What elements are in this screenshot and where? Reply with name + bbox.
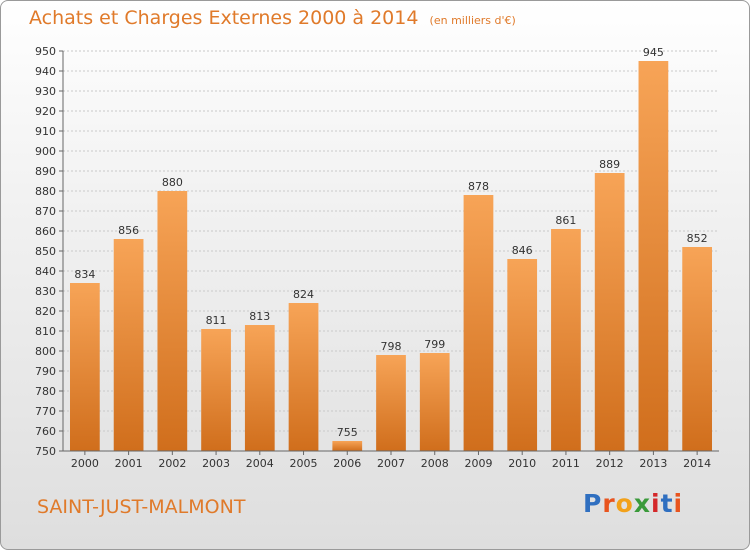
y-tick-label: 840 <box>35 265 56 278</box>
bar-value-label: 813 <box>249 310 270 323</box>
y-tick-label: 880 <box>35 185 56 198</box>
x-tick-label: 2003 <box>202 457 230 470</box>
bar-value-label: 799 <box>424 338 445 351</box>
y-tick-label: 780 <box>35 385 56 398</box>
bar-value-label: 878 <box>468 180 489 193</box>
bars: 834 856 880 811 813 824 755 798 799 878 846 861 889 9… <box>69 46 713 451</box>
chart-title: Achats et Charges Externes 2000 à 2014 (… <box>29 7 516 29</box>
bar-value-label: 861 <box>555 214 576 227</box>
x-tick-label: 2012 <box>596 457 624 470</box>
y-tick-label: 950 <box>35 45 56 58</box>
x-tick-label: 2001 <box>115 457 143 470</box>
x-tick-label: 2009 <box>464 457 492 470</box>
proxiti-logo: Proxiti <box>583 489 683 518</box>
y-tick-label: 870 <box>35 205 56 218</box>
bar <box>419 353 450 451</box>
logo-letter: o <box>615 489 634 518</box>
logo-letter: t <box>660 489 674 518</box>
y-axis: 750 760 770 780 790 800 810 820 830 840 850 860 870 8… <box>35 45 64 458</box>
bar <box>594 173 625 451</box>
logo-letter: i <box>673 489 684 518</box>
x-tick-label: 2005 <box>290 457 318 470</box>
logo-letter: i <box>651 489 661 518</box>
y-tick-label: 820 <box>35 305 56 318</box>
y-tick-label: 830 <box>35 285 56 298</box>
y-tick-label: 810 <box>35 325 56 338</box>
bar <box>638 61 669 451</box>
x-tick-label: 2014 <box>683 457 711 470</box>
bar <box>507 259 538 451</box>
y-tick-label: 750 <box>35 445 56 458</box>
y-tick-label: 800 <box>35 345 56 358</box>
bar-value-label: 846 <box>512 244 533 257</box>
bar-value-label: 880 <box>162 176 183 189</box>
logo-letter: x <box>633 489 651 518</box>
x-tick-label: 2000 <box>71 457 99 470</box>
y-tick-label: 790 <box>35 365 56 378</box>
bar <box>288 303 319 451</box>
x-tick-label: 2002 <box>158 457 186 470</box>
y-tick-label: 770 <box>35 405 56 418</box>
logo-letter: r <box>602 489 616 518</box>
bar-value-label: 824 <box>293 288 314 301</box>
title-unit: (en milliers d'€) <box>429 14 516 27</box>
y-tick-label: 900 <box>35 145 56 158</box>
bar-value-label: 945 <box>643 46 664 59</box>
bar <box>332 441 363 451</box>
bar-value-label: 834 <box>74 268 95 281</box>
bar <box>244 325 275 451</box>
y-tick-label: 890 <box>35 165 56 178</box>
x-tick-label: 2013 <box>639 457 667 470</box>
y-tick-label: 930 <box>35 85 56 98</box>
logo-letter: P <box>583 489 603 518</box>
y-tick-label: 860 <box>35 225 56 238</box>
y-tick-label: 940 <box>35 65 56 78</box>
bar-value-label: 852 <box>687 232 708 245</box>
x-tick-label: 2006 <box>333 457 361 470</box>
y-tick-label: 920 <box>35 105 56 118</box>
bar-value-label: 755 <box>337 426 358 439</box>
y-tick-label: 760 <box>35 425 56 438</box>
bar <box>682 247 713 451</box>
x-tick-label: 2008 <box>421 457 449 470</box>
x-tick-label: 2004 <box>246 457 274 470</box>
x-tick-label: 2010 <box>508 457 536 470</box>
commune-name: SAINT-JUST-MALMONT <box>37 496 246 518</box>
x-axis: 2000 2001 2002 2003 2004 2005 2006 2007 2008 2009… <box>63 450 719 470</box>
bar-value-label: 889 <box>599 158 620 171</box>
bar <box>201 329 231 451</box>
bar-value-label: 856 <box>118 224 139 237</box>
y-tick-label: 910 <box>35 125 56 138</box>
bar-value-label: 798 <box>381 340 402 353</box>
bar-value-label: 811 <box>206 314 227 327</box>
title-text: Achats et Charges Externes 2000 à 2014 <box>29 7 419 29</box>
bar <box>113 239 144 451</box>
bar <box>376 355 406 451</box>
bar <box>69 283 100 451</box>
bar <box>157 191 188 451</box>
y-tick-label: 850 <box>35 245 56 258</box>
x-tick-label: 2007 <box>377 457 405 470</box>
x-tick-label: 2011 <box>552 457 580 470</box>
bar <box>463 195 494 451</box>
bar <box>551 229 581 451</box>
